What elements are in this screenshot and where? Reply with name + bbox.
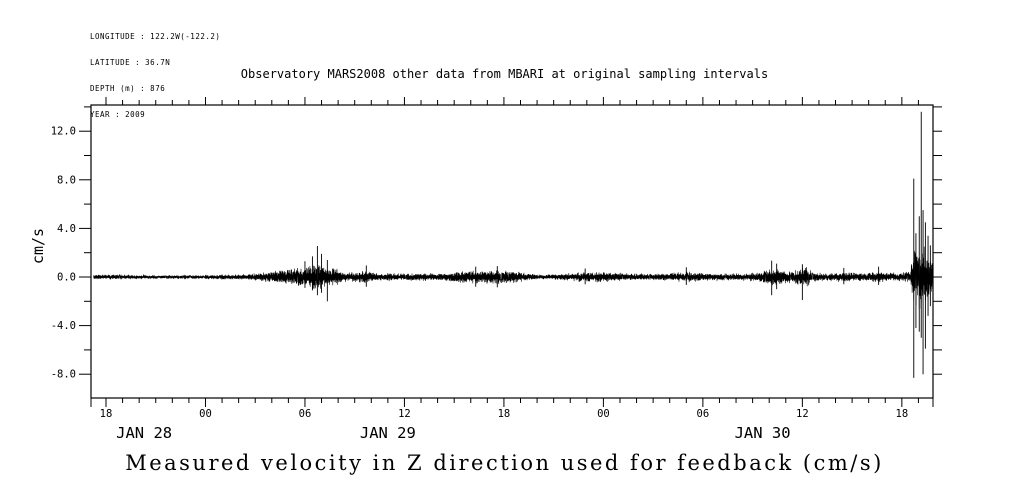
y-tick-label: 0.0: [57, 272, 76, 284]
y-tick-label: 8.0: [57, 174, 76, 186]
y-tick-label: 12.0: [51, 126, 76, 138]
y-tick-label: -4.0: [51, 320, 76, 332]
x-tick-label: 06: [299, 408, 312, 420]
metadata-depth: DEPTH (m) : 876: [90, 83, 166, 93]
x-tick-label: 00: [199, 408, 212, 420]
x-date-label: JAN 29: [360, 424, 416, 442]
metadata-latitude: LATITUDE : 36.7N: [90, 57, 171, 67]
metadata-year: YEAR : 2009: [90, 109, 146, 119]
station-metadata: LONGITUDE : 122.2W(-122.2) LATITUDE : 36…: [90, 16, 220, 136]
y-tick-label: 4.0: [57, 223, 76, 235]
x-tick-label: 12: [398, 408, 411, 420]
x-date-label: JAN 30: [735, 424, 791, 442]
x-tick-label: 18: [896, 408, 909, 420]
x-tick-label: 12: [796, 408, 809, 420]
x-date-label: JAN 28: [116, 424, 172, 442]
metadata-longitude: LONGITUDE : 122.2W(-122.2): [90, 32, 221, 42]
x-tick-label: 00: [597, 408, 610, 420]
plot-caption: Measured velocity in Z direction used fo…: [125, 451, 884, 475]
x-tick-label: 18: [498, 408, 511, 420]
y-tick-label: -8.0: [51, 369, 76, 381]
plot-frame: [90, 104, 934, 399]
velocity-trace: [93, 246, 934, 310]
plot-title: Observatory MARS2008 other data from MBA…: [240, 67, 769, 81]
x-tick-label: 06: [697, 408, 710, 420]
x-tick-label: 18: [100, 408, 113, 420]
